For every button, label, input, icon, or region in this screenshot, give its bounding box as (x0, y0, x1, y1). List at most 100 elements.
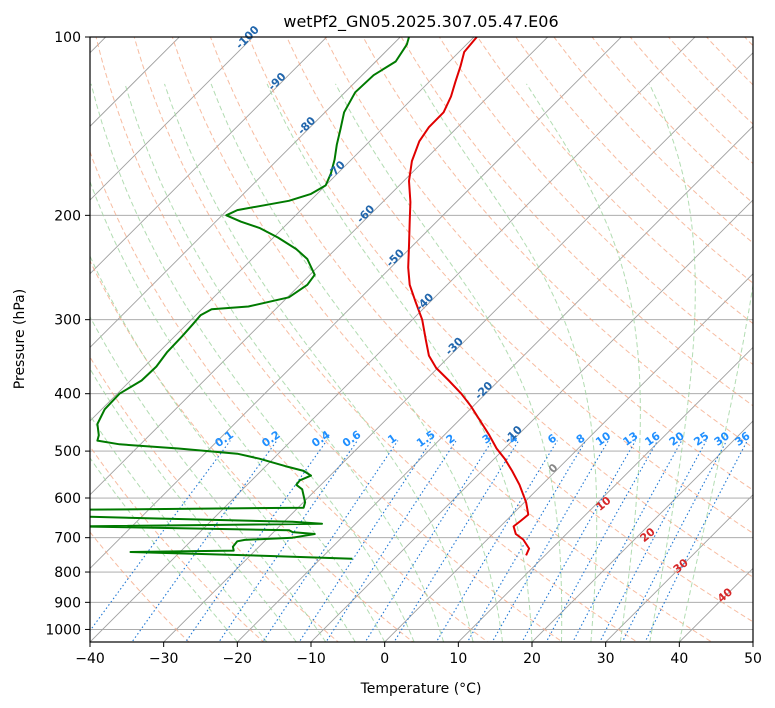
plot-frame (89, 36, 754, 643)
y-tick-label: 700 (54, 531, 81, 547)
x-tick-label: 50 (744, 651, 762, 667)
mixing-ratio-line (364, 440, 493, 642)
isotherm-line (605, 494, 753, 642)
moist-adiabat-line (90, 414, 268, 642)
dry-adiabat-line (90, 259, 414, 642)
temperature-profile-line (407, 37, 531, 556)
x-tick-label: −40 (75, 651, 105, 667)
mixing-ratio-line (393, 440, 520, 642)
mixing-ratio-line (599, 440, 707, 642)
dry-adiabat-line (133, 37, 638, 642)
dry-adiabat-line (400, 37, 753, 407)
y-tick-label: 600 (54, 491, 81, 507)
y-tick-label: 300 (54, 313, 81, 329)
mixing-ratio-label: 6 (545, 431, 559, 446)
mixing-ratio-line (185, 440, 328, 642)
isotherm-label: -60 (354, 202, 377, 225)
mixing-ratio-label: 0.4 (309, 428, 333, 450)
mixing-ratio-label: 16 (643, 429, 663, 449)
line-labels: 0.1 0.2 0.4 0.6 1 1.5 2 3 4 6 8 10 13 16 20 25 30 36-100-… (213, 23, 753, 605)
mixing-ratio-label: 10 (593, 429, 613, 449)
dewpoint-profile-line (90, 37, 410, 560)
isotherm-line (163, 52, 753, 642)
mixing-ratio-label: 30 (712, 429, 732, 449)
x-tick-label: 30 (597, 651, 615, 667)
dry-adiabat-line (95, 37, 564, 642)
y-tick-label: 500 (54, 444, 81, 460)
mixing-ratio-line (621, 440, 728, 642)
moist-adiabat-line (678, 282, 753, 642)
isotherm-label: -40 (413, 290, 436, 313)
dry-adiabat-line (553, 37, 753, 244)
moist-adiabat-line (90, 457, 238, 642)
isotherm-line (531, 420, 753, 642)
isotherm-label: -30 (443, 335, 466, 358)
y-axis: 100 200 300 400 500 600 700 800 900 1000 (45, 30, 90, 638)
y-tick-label: 100 (54, 30, 81, 46)
mixing-ratio-line (298, 440, 432, 642)
x-tick-label: −20 (223, 651, 253, 667)
isotherm-line (90, 37, 180, 127)
mixing-ratio-line (435, 440, 558, 642)
dry-adiabat-line (286, 37, 753, 534)
mixing-ratio-line (218, 440, 358, 642)
mixing-ratio-line (644, 440, 748, 642)
chart-title: wetPf2_GN05.2025.307.05.47.E06 (283, 12, 558, 32)
mixing-ratio-label: 2 (444, 432, 458, 447)
mixing-ratio-label: 36 (733, 429, 753, 449)
moist-adiabat-line (420, 83, 598, 642)
dry-adiabat-line (362, 37, 753, 449)
y-tick-label: 800 (54, 565, 81, 581)
isotherm-line (90, 37, 475, 422)
dry-adiabat-line (667, 37, 753, 125)
isotherm-line (236, 125, 753, 642)
dry-adiabat-line (743, 37, 753, 47)
dry-adiabat-line (90, 445, 265, 642)
mixing-ratio-line (491, 440, 609, 642)
isotherm-line (90, 37, 549, 496)
moist-adiabat-line (90, 367, 297, 642)
mixing-ratio-label: 1 (385, 432, 399, 447)
x-tick-label: 10 (449, 651, 467, 667)
y-tick-label: 200 (54, 208, 81, 224)
isotherm-label: -10 (502, 423, 525, 446)
isotherm-line (678, 567, 753, 642)
isotherm-label: -50 (384, 246, 407, 269)
isotherm-line (90, 37, 622, 570)
isotherm-line (384, 273, 753, 642)
dry-adiabat-line (629, 37, 753, 165)
mixing-ratio-label: 0.1 (213, 428, 236, 450)
y-tick-label: 1000 (45, 622, 81, 638)
mixing-ratio-label: 25 (691, 429, 711, 448)
moist-adiabat-line (526, 83, 641, 642)
dry-adiabat-line (477, 37, 753, 325)
dry-adiabat-line (591, 37, 753, 204)
isotherm-line (0, 10, 59, 654)
moist-adiabat-line (210, 83, 503, 642)
x-tick-label: 0 (380, 651, 389, 667)
moist-adiabat-line (90, 83, 415, 642)
dry-adiabat-line (90, 150, 489, 642)
background-lines (0, 10, 775, 654)
isotherm-line (310, 199, 753, 642)
mixing-ratio-label: 8 (574, 432, 588, 447)
mixing-ratio-label: 0.6 (340, 428, 364, 450)
mixing-ratio-line (466, 440, 587, 642)
dry-adiabat-line (248, 37, 753, 578)
mixing-ratio-line (131, 440, 278, 642)
mixing-ratio-line (262, 440, 399, 642)
mixing-ratio-line (521, 440, 637, 642)
x-tick-label: −10 (296, 651, 326, 667)
dry-adiabat-line (705, 37, 753, 86)
x-tick-label: 20 (523, 651, 541, 667)
mixing-ratio-line (545, 440, 659, 642)
moist-adiabat-line (90, 254, 356, 642)
mixing-ratio-label: 13 (621, 429, 641, 448)
dry-adiabat-line (756, 10, 775, 654)
moist-adiabat-line (90, 315, 327, 642)
moist-adiabat-line (164, 83, 474, 642)
dry-adiabat-line (171, 37, 713, 642)
mixing-ratio-line (90, 440, 231, 632)
dry-adiabat-line (209, 37, 753, 623)
